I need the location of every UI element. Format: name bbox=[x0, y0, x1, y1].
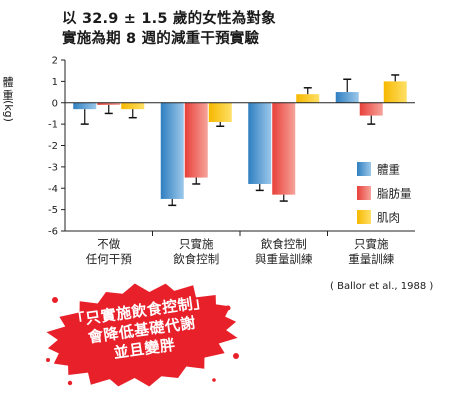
bar-2-2 bbox=[296, 94, 320, 103]
bar-1-2 bbox=[272, 102, 296, 195]
y-tick-label-5: -3 bbox=[48, 162, 58, 173]
legend-label-0: 體重 bbox=[377, 163, 400, 177]
category-label-3: 只實施重量訓練 bbox=[348, 237, 394, 266]
legend-swatch-0 bbox=[357, 162, 371, 176]
legend-label-1: 脂肪量 bbox=[377, 187, 412, 201]
stamp-speck bbox=[67, 380, 73, 386]
bar-0-2 bbox=[248, 102, 272, 184]
y-tick-label-8: -6 bbox=[48, 227, 58, 238]
chart-title-line-1: 以 32.9 ± 1.5 歲的女性為對象 bbox=[62, 11, 276, 27]
bar-2-1 bbox=[208, 102, 232, 122]
bar-2-0 bbox=[121, 102, 145, 110]
y-tick-label-6: -4 bbox=[48, 184, 58, 195]
legend-label-2: 肌肉 bbox=[377, 211, 400, 225]
chart-title: 以 32.9 ± 1.5 歲的女性為對象 實施為期 8 週的減重干預實驗 bbox=[62, 9, 276, 49]
y-tick-label-1: 1 bbox=[52, 77, 58, 88]
bar-0-1 bbox=[160, 102, 184, 199]
bar-1-1 bbox=[184, 102, 208, 178]
stamp-speck bbox=[52, 297, 58, 303]
legend-swatch-2 bbox=[357, 210, 371, 224]
legend-swatch-1 bbox=[357, 186, 371, 200]
bar-1-0 bbox=[97, 102, 121, 105]
bar-2-3 bbox=[383, 81, 407, 103]
y-axis-label: 體 重 (kg) bbox=[1, 76, 15, 122]
stamp-speck bbox=[46, 358, 50, 362]
stamp-speck bbox=[225, 305, 231, 311]
bar-1-3 bbox=[359, 102, 383, 116]
category-label-2: 飲食控制與重量訓練 bbox=[255, 237, 313, 266]
y-tick-label-4: -2 bbox=[48, 141, 58, 152]
y-tick-label-7: -5 bbox=[48, 205, 58, 216]
y-tick-label-0: 2 bbox=[52, 56, 58, 67]
stamp-splash bbox=[46, 283, 238, 387]
chart-title-line-2: 實施為期 8 週的減重干預實驗 bbox=[62, 31, 260, 47]
callout-stamp: 「只實施飲食控制」 會降低基礎代謝 並且變胖 bbox=[42, 280, 242, 395]
y-tick-label-2: 0 bbox=[52, 98, 58, 109]
y-axis-label-char-2: 重 bbox=[2, 89, 14, 102]
bar-0-3 bbox=[335, 92, 359, 103]
citation: ( Ballor et al., 1988 ) bbox=[330, 281, 434, 292]
y-axis-label-char-1: 體 bbox=[2, 76, 14, 89]
bar-0-0 bbox=[73, 102, 97, 110]
stamp-speck bbox=[212, 378, 216, 382]
stamp-speck bbox=[233, 353, 239, 359]
category-label-0: 不做任何干預 bbox=[86, 237, 132, 266]
category-label-1: 只實施飲食控制 bbox=[173, 237, 219, 266]
callout-text: 「只實施飲食控制」 會降低基礎代謝 並且變胖 bbox=[39, 288, 245, 372]
y-tick-label-3: -1 bbox=[48, 120, 58, 131]
